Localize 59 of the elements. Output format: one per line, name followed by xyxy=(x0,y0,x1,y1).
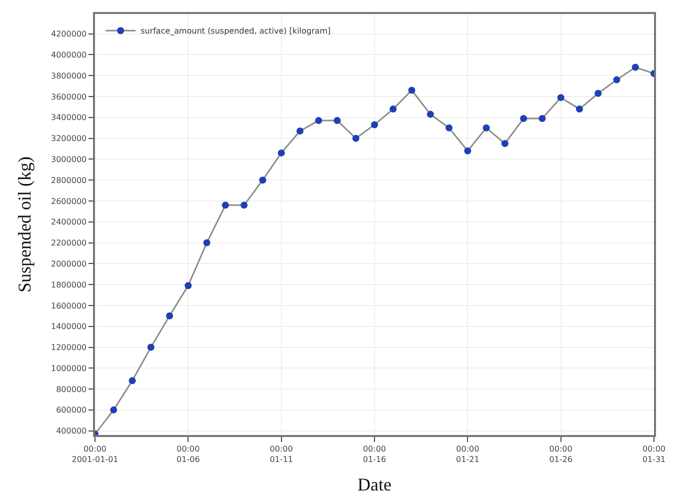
point xyxy=(110,406,118,414)
y-tick-label: 2600000 xyxy=(51,196,87,206)
point xyxy=(259,176,266,184)
y-tick-label: 3800000 xyxy=(51,71,87,80)
point xyxy=(222,202,229,209)
y-tick-label: 1600000 xyxy=(51,301,87,310)
x-tick-label: 00:00 01-31 xyxy=(642,444,666,464)
y-tick-label: 800000 xyxy=(56,384,87,394)
point xyxy=(576,106,583,113)
y-tick-label: 3200000 xyxy=(51,134,87,144)
y-tick-label: 2800000 xyxy=(51,176,87,185)
point xyxy=(147,344,154,351)
x-tick-label: 00:00 01-16 xyxy=(362,444,386,464)
x-tick-label: 00:00 01-06 xyxy=(176,444,200,464)
point xyxy=(501,140,508,148)
point xyxy=(613,76,620,84)
x-axis-title: Date xyxy=(358,474,392,494)
legend-label: surface_amount (suspended, active) [kilogram] xyxy=(140,26,331,36)
point xyxy=(446,124,453,132)
x-tick-label: 00:00 2001-01-01 xyxy=(72,444,118,464)
y-tick-label: 3000000 xyxy=(51,155,87,164)
point xyxy=(334,117,341,124)
y-tick-label: 400000 xyxy=(56,426,87,436)
y-tick-label: 1800000 xyxy=(51,280,87,290)
y-tick-label: 3600000 xyxy=(51,92,87,102)
y-axis-title: Suspended oil (kg) xyxy=(14,156,35,292)
point xyxy=(390,106,397,113)
point xyxy=(594,90,602,97)
point xyxy=(408,86,416,94)
y-tick-label: 4200000 xyxy=(51,30,87,39)
point xyxy=(538,114,546,122)
y-tick-label: 3400000 xyxy=(51,113,87,122)
point xyxy=(352,134,360,142)
y-tick-label: 1400000 xyxy=(51,322,87,332)
point xyxy=(296,128,304,134)
point xyxy=(315,117,322,124)
point xyxy=(557,94,564,102)
y-tick-label: 1200000 xyxy=(51,343,87,352)
y-tick-label: 4000000 xyxy=(51,50,87,60)
point xyxy=(520,114,528,122)
y-tick-label: 2000000 xyxy=(51,259,87,268)
point xyxy=(128,377,136,384)
point xyxy=(278,149,285,156)
point xyxy=(482,124,490,132)
y-tick-label: 2200000 xyxy=(51,238,87,248)
x-tick-label: 00:00 01-11 xyxy=(270,444,293,464)
point xyxy=(632,64,639,71)
y-tick-label: 1000000 xyxy=(51,364,87,373)
y-tick-label: 2400000 xyxy=(51,218,87,227)
point xyxy=(184,282,192,290)
point xyxy=(166,312,174,320)
x-tick-label: 00:00 01-21 xyxy=(456,444,480,464)
x-tick-label: 00:00 01-26 xyxy=(549,444,572,464)
point xyxy=(240,202,248,209)
y-tick-label: 600000 xyxy=(56,406,87,415)
point xyxy=(203,239,210,246)
point xyxy=(426,110,434,118)
point xyxy=(371,121,378,128)
point xyxy=(464,147,472,154)
